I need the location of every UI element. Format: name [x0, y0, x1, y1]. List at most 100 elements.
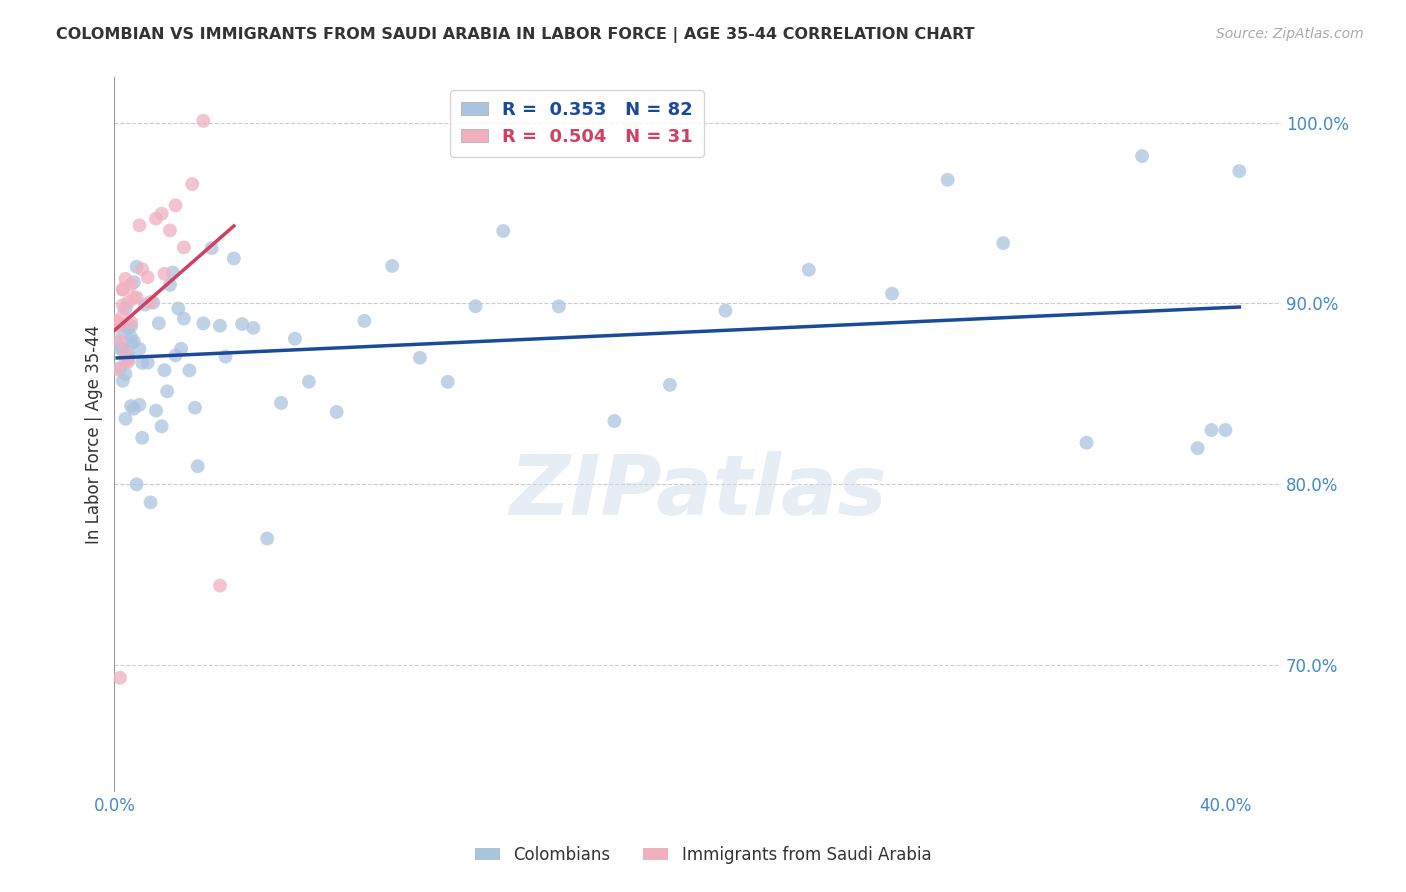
Point [797, 262, 820, 277]
Point [173, 311, 195, 326]
Legend: Colombians, Immigrants from Saudi Arabia: Colombians, Immigrants from Saudi Arabia [468, 839, 938, 871]
Point [108, 318, 131, 332]
Point [208, 318, 231, 333]
Point [993, 236, 1015, 251]
Point [714, 303, 737, 318]
Point [201, 241, 224, 255]
Point [181, 177, 204, 191]
Point [111, 309, 134, 323]
Point [193, 317, 215, 331]
Point [114, 301, 136, 316]
Point [162, 265, 184, 279]
Point [159, 277, 181, 292]
Point [170, 342, 193, 356]
Point [122, 401, 145, 416]
Text: COLOMBIAN VS IMMIGRANTS FROM SAUDI ARABIA IN LABOR FORCE | AGE 35-44 CORRELATION: COLOMBIAN VS IMMIGRANTS FROM SAUDI ARABI… [56, 27, 974, 43]
Point [222, 252, 245, 266]
Point [270, 396, 292, 410]
Point [936, 172, 959, 186]
Point [120, 330, 142, 344]
Point [173, 240, 195, 254]
Point [114, 345, 136, 359]
Point [1076, 435, 1098, 450]
Point [436, 375, 458, 389]
Point [142, 295, 165, 310]
Point [156, 384, 179, 399]
Point [111, 282, 134, 296]
Point [117, 295, 139, 310]
Point [108, 361, 131, 376]
Point [159, 223, 181, 237]
Point [242, 321, 264, 335]
Text: ZIPatlas: ZIPatlas [509, 451, 887, 533]
Point [136, 270, 159, 285]
Point [111, 298, 134, 312]
Point [131, 262, 153, 277]
Point [150, 419, 173, 434]
Point [114, 318, 136, 332]
Point [167, 301, 190, 316]
Point [114, 412, 136, 426]
Point [131, 356, 153, 370]
Point [134, 298, 156, 312]
Point [353, 314, 375, 328]
Point [117, 348, 139, 362]
Point [1130, 149, 1153, 163]
Point [208, 578, 231, 592]
Point [117, 351, 139, 366]
Point [105, 336, 128, 351]
Point [105, 362, 128, 376]
Point [148, 316, 170, 330]
Point [145, 403, 167, 417]
Point [120, 336, 142, 351]
Point [256, 532, 278, 546]
Point [108, 671, 131, 685]
Point [325, 405, 347, 419]
Point [1215, 423, 1237, 437]
Point [231, 317, 253, 331]
Point [114, 354, 136, 368]
Point [298, 375, 321, 389]
Point [284, 332, 307, 346]
Point [125, 260, 148, 274]
Point [120, 315, 142, 329]
Point [120, 319, 142, 334]
Point [114, 367, 136, 381]
Point [108, 334, 131, 348]
Point [108, 342, 131, 356]
Point [128, 219, 150, 233]
Point [187, 459, 209, 474]
Point [131, 431, 153, 445]
Point [150, 207, 173, 221]
Point [122, 291, 145, 305]
Point [111, 326, 134, 341]
Point [193, 113, 215, 128]
Point [1201, 423, 1223, 437]
Point [184, 401, 207, 415]
Point [1187, 441, 1209, 455]
Point [547, 300, 569, 314]
Point [111, 343, 134, 357]
Point [179, 363, 201, 377]
Point [139, 295, 162, 310]
Point [117, 321, 139, 335]
Point [122, 334, 145, 349]
Point [117, 351, 139, 366]
Point [136, 356, 159, 370]
Point [381, 259, 404, 273]
Point [492, 224, 515, 238]
Point [1227, 164, 1250, 178]
Y-axis label: In Labor Force | Age 35-44: In Labor Force | Age 35-44 [86, 325, 103, 544]
Point [139, 495, 162, 509]
Point [882, 286, 904, 301]
Point [214, 350, 236, 364]
Point [165, 348, 187, 362]
Point [409, 351, 432, 365]
Point [105, 314, 128, 328]
Point [111, 343, 134, 357]
Point [125, 291, 148, 305]
Point [111, 374, 134, 388]
Point [145, 211, 167, 226]
Point [120, 399, 142, 413]
Point [128, 398, 150, 412]
